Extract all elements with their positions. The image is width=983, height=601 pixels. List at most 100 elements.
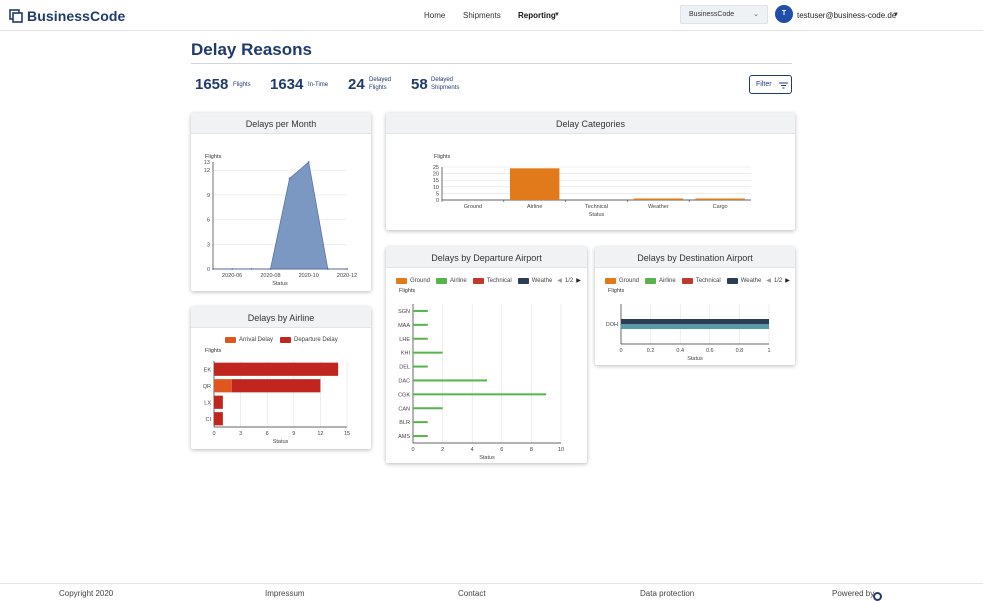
bar	[413, 421, 428, 424]
card-delay-categories: Delay Categories Flights 0 5 10 15 20 25 Ground…	[386, 113, 795, 230]
legend-label[interactable]: Airline	[659, 277, 676, 284]
legend-label[interactable]: Weathe	[531, 277, 553, 284]
bar	[413, 323, 428, 326]
brand[interactable]: BusinessCode	[9, 8, 125, 24]
y-tick-label: 20	[433, 172, 439, 178]
x-axis-label: Status	[687, 356, 703, 362]
delays-by-airline-chart: Flights 0 3 6 9 12 15 EK QR LX CI Status	[203, 348, 350, 445]
y-tick-label: MAA	[398, 323, 410, 329]
y-axis-label: Flights	[608, 288, 624, 294]
card-title: Delays by Airline	[191, 307, 371, 328]
data-point	[212, 268, 214, 270]
nav-home[interactable]: Home	[424, 11, 446, 20]
y-tick-label: 13	[204, 160, 210, 166]
footer-data-protection-link[interactable]: Data protection	[640, 589, 695, 598]
x-tick-label: 8	[530, 447, 533, 453]
avatar[interactable]: T	[775, 5, 793, 23]
legend-label[interactable]: Technical	[486, 277, 512, 284]
reporting-caret-icon[interactable]: ▼	[554, 12, 560, 18]
delays-by-departure-chart: Flights 0 2 4 6 8 10 SGN MAA LHE KHI DEL DAC CGK CAN BL…	[398, 288, 564, 461]
bar	[413, 309, 428, 312]
airline-legend: Arrival Delay Departure Delay	[225, 337, 338, 343]
x-tick-label: Technical	[585, 204, 608, 210]
legend-label[interactable]: Arrival Delay	[239, 337, 274, 343]
legend-swatch	[472, 277, 484, 284]
card-delays-by-airline: Delays by Airline Arrival Delay Departur…	[191, 307, 371, 449]
card-delays-by-departure: Delays by Departure Airport Ground Airli…	[386, 247, 587, 463]
y-axis-label: Flights	[205, 348, 221, 354]
legend-prev-icon[interactable]: ◀	[766, 278, 771, 284]
bar	[214, 395, 223, 409]
filter-button[interactable]: Filter	[749, 75, 792, 94]
legend-swatch	[645, 277, 657, 284]
legend-label[interactable]: Ground	[410, 277, 431, 284]
delays-per-month-chart: Flights 0 3 6 9 12 13 2020-06 2020-08 2020-10 2020…	[204, 154, 357, 287]
y-tick-label: 0	[207, 267, 210, 273]
kpi-delayed-shipments-sublabel: Shipments	[431, 85, 460, 91]
bar	[413, 379, 487, 382]
data-point	[269, 268, 272, 270]
legend-label[interactable]: Weathe	[740, 277, 762, 284]
x-axis-label: Status	[479, 455, 495, 461]
bar	[231, 379, 321, 393]
x-tick-label: 2	[441, 447, 444, 453]
legend-label[interactable]: Technical	[695, 277, 721, 284]
legend-prev-icon[interactable]: ◀	[557, 278, 562, 284]
x-tick-label: 0.4	[676, 348, 684, 354]
footer-impressum-link[interactable]: Impressum	[265, 589, 305, 598]
delays-by-destination-chart: Flights 0 0.2 0.4 0.6 0.8 1 DOH Status	[606, 288, 771, 362]
y-axis-label: Flights	[205, 154, 221, 160]
y-tick-label: 6	[207, 218, 210, 224]
nav-shipments[interactable]: Shipments	[463, 11, 501, 20]
y-tick-label: 9	[207, 193, 210, 199]
area-series	[213, 161, 347, 270]
legend-swatch	[517, 277, 529, 284]
brand-name: BusinessCode	[27, 8, 126, 24]
legend-swatch	[280, 337, 292, 343]
y-tick-label: 5	[436, 191, 439, 197]
legend-label[interactable]: Ground	[619, 277, 640, 284]
x-tick-label: 6	[266, 431, 269, 437]
bar	[621, 319, 769, 324]
x-tick-label: 2020-08	[260, 273, 280, 279]
bar	[413, 393, 547, 396]
y-tick-label: CGK	[398, 392, 410, 398]
bar	[695, 198, 745, 200]
footer-contact-link[interactable]: Contact	[458, 589, 486, 598]
card-title: Delay Categories	[386, 113, 795, 134]
y-tick-label: BLR	[399, 420, 410, 426]
bar	[413, 365, 428, 368]
x-tick-label: 9	[292, 431, 295, 437]
y-tick-label: DEL	[399, 365, 410, 371]
bar	[214, 379, 232, 393]
x-tick-label: 0	[411, 447, 414, 453]
company-select[interactable]: BusinessCode ⌄	[680, 5, 768, 24]
filter-button-label: Filter	[756, 81, 772, 88]
destination-legend: Ground Airline Technical Weathe ◀ 1/2 ▶	[605, 277, 790, 284]
legend-next-icon[interactable]: ▶	[576, 278, 581, 284]
y-axis-label: Flights	[399, 288, 415, 294]
data-point	[250, 268, 253, 270]
data-point	[326, 268, 329, 270]
kpi-intime-value: 1634	[270, 76, 304, 93]
bar	[509, 168, 560, 200]
legend-label[interactable]: Departure Delay	[294, 337, 338, 343]
y-tick-label: AMS	[398, 434, 410, 440]
nav-reporting[interactable]: Reporting	[518, 11, 556, 20]
x-axis-label: Status	[272, 281, 288, 287]
user-email[interactable]: testuser@business-code.de	[797, 11, 897, 20]
y-tick-label: 12	[204, 168, 210, 174]
kpi-delayed-shipments-value: 58	[411, 76, 428, 93]
y-tick-label: KHI	[401, 351, 411, 357]
legend-next-icon[interactable]: ▶	[785, 278, 790, 284]
bar	[214, 412, 223, 426]
y-tick-label: 10	[433, 185, 439, 191]
legend-label[interactable]: Airline	[450, 277, 467, 284]
kpi-delayed-flights-sublabel: Flights	[369, 85, 387, 91]
x-tick-label: 2020-06	[222, 273, 242, 279]
x-tick-label: 2020-10	[299, 273, 319, 279]
user-menu-caret-icon[interactable]: ▼	[893, 12, 899, 18]
kpi-delayed-flights-value: 24	[348, 76, 365, 93]
title-divider	[191, 63, 792, 64]
data-point	[288, 177, 291, 180]
